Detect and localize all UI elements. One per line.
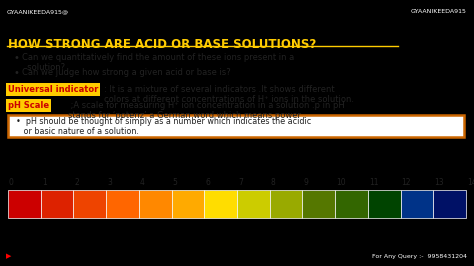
FancyBboxPatch shape xyxy=(8,115,464,137)
Text: For Any Query :-  9958431204: For Any Query :- 9958431204 xyxy=(372,253,467,259)
Text: Can we judge how strong a given acid or base is?: Can we judge how strong a given acid or … xyxy=(22,68,231,77)
Text: HOW STRONG ARE ACID OR BASE SOLUTIONS?: HOW STRONG ARE ACID OR BASE SOLUTIONS? xyxy=(8,38,316,51)
Text: 8: 8 xyxy=(271,178,275,187)
Text: 9: 9 xyxy=(303,178,308,187)
Text: 6: 6 xyxy=(205,178,210,187)
Bar xyxy=(139,190,172,218)
Bar xyxy=(204,190,237,218)
Bar xyxy=(270,190,302,218)
Bar xyxy=(237,190,270,218)
Text: or basic nature of a solution.: or basic nature of a solution. xyxy=(16,127,139,136)
Text: •: • xyxy=(14,68,20,78)
Text: 10: 10 xyxy=(336,178,346,187)
Bar xyxy=(106,190,139,218)
Text: 5: 5 xyxy=(173,178,177,187)
Bar xyxy=(433,190,466,218)
Text: Universal indicator: Universal indicator xyxy=(8,85,99,94)
Text: 1: 1 xyxy=(42,178,46,187)
Text: 14: 14 xyxy=(467,178,474,187)
Text: : It is a mixture of several indicators .It shows different
colors at different : : It is a mixture of several indicators … xyxy=(104,85,354,104)
Text: 13: 13 xyxy=(434,178,444,187)
Text: GYAANIKEEDA915@: GYAANIKEEDA915@ xyxy=(7,10,69,14)
Text: 11: 11 xyxy=(369,178,378,187)
Text: •  pH should be thought of simply as a number which indicates the acidic: • pH should be thought of simply as a nu… xyxy=(16,117,311,126)
Text: •: • xyxy=(14,53,20,63)
Text: 0: 0 xyxy=(9,178,14,187)
Bar xyxy=(401,190,433,218)
Text: 4: 4 xyxy=(140,178,145,187)
Text: 12: 12 xyxy=(401,178,411,187)
Bar xyxy=(302,190,335,218)
Bar xyxy=(8,190,41,218)
Text: ;A scale for measuring H⁺ ion concentration in a solution .p in pH
stands for ‘p: ;A scale for measuring H⁺ ion concentrat… xyxy=(68,101,345,120)
Text: 7: 7 xyxy=(238,178,243,187)
Bar xyxy=(73,190,106,218)
Text: pH Scale: pH Scale xyxy=(8,101,49,110)
Text: GYAANIKEEDA915: GYAANIKEEDA915 xyxy=(411,10,467,14)
Text: 3: 3 xyxy=(107,178,112,187)
Bar xyxy=(172,190,204,218)
Bar xyxy=(41,190,73,218)
Bar xyxy=(335,190,368,218)
Text: 2: 2 xyxy=(74,178,79,187)
Text: ▶: ▶ xyxy=(6,253,11,259)
Bar xyxy=(368,190,401,218)
Text: Can we quantitatively find the amount of these ions present in a
  solution?: Can we quantitatively find the amount of… xyxy=(22,53,294,72)
